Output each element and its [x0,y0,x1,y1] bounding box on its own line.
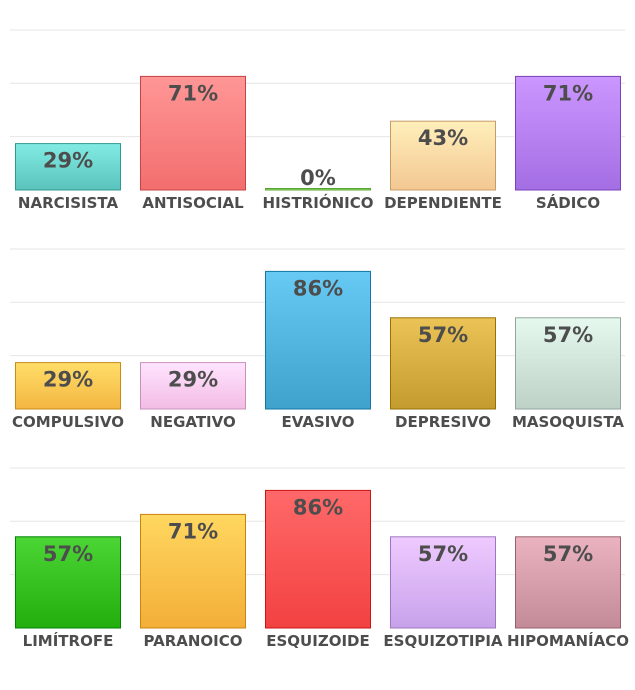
category-label: SÁDICO [536,193,600,212]
value-label: 29% [43,149,93,173]
value-label: 86% [293,495,343,519]
bar-depresivo [390,317,496,410]
value-label: 57% [543,323,593,347]
bar-compulsivo [15,362,121,410]
category-label: DEPRESIVO [395,413,491,431]
bar-negativo [140,362,246,410]
category-label: ESQUIZOIDE [266,632,369,650]
bar-sádico [515,75,621,191]
value-label: 29% [168,368,218,392]
value-label: 71% [168,81,218,105]
bar-antisocial [140,75,246,191]
chart-panel-3: 57% LIMÍTROFE 71% PARANOICO 86% ESQUIZOIDE 57%… [10,467,629,650]
category-label: HIPOMANÍACO [507,631,629,650]
value-label: 57% [43,542,93,566]
value-label: 71% [543,81,593,105]
category-label: EVASIVO [282,413,355,431]
category-label: LIMÍTROFE [23,631,114,650]
bar-limítrofe [15,536,121,629]
value-label: 43% [418,126,468,150]
bar-histriónico [265,188,371,191]
category-label: COMPULSIVO [12,413,124,431]
value-label: 57% [543,542,593,566]
chart-panel-2: 29% COMPULSIVO 29% NEGATIVO 86% EVASIVO 57% DEP… [10,248,625,431]
value-label: 29% [43,368,93,392]
bar-narcisista [15,143,121,191]
bar-dependiente [390,120,496,191]
category-label: NEGATIVO [150,413,235,431]
value-label: 57% [418,323,468,347]
category-label: PARANOICO [143,632,242,650]
category-label: MASOQUISTA [512,413,624,431]
bar-hipomaníaco [515,536,621,629]
value-label: 86% [293,276,343,300]
bar-esquizotipia [390,536,496,629]
category-label: ANTISOCIAL [142,194,244,212]
bar-paranoico [140,513,246,629]
category-label: DEPENDIENTE [384,194,502,212]
value-label: 71% [168,519,218,543]
category-label: NARCISISTA [18,194,119,212]
value-label: 0% [300,166,336,190]
chart-panel-1: 29% NARCISISTA 71% ANTISOCIAL 0% HISTRIÓNICO 4… [10,29,625,212]
category-label: HISTRIÓNICO [263,193,374,212]
bar-masoquista [515,317,621,410]
bar-esquizoide [265,489,371,629]
bar-evasivo [265,270,371,410]
value-label: 57% [418,542,468,566]
category-label: ESQUIZOTIPIA [383,632,503,650]
